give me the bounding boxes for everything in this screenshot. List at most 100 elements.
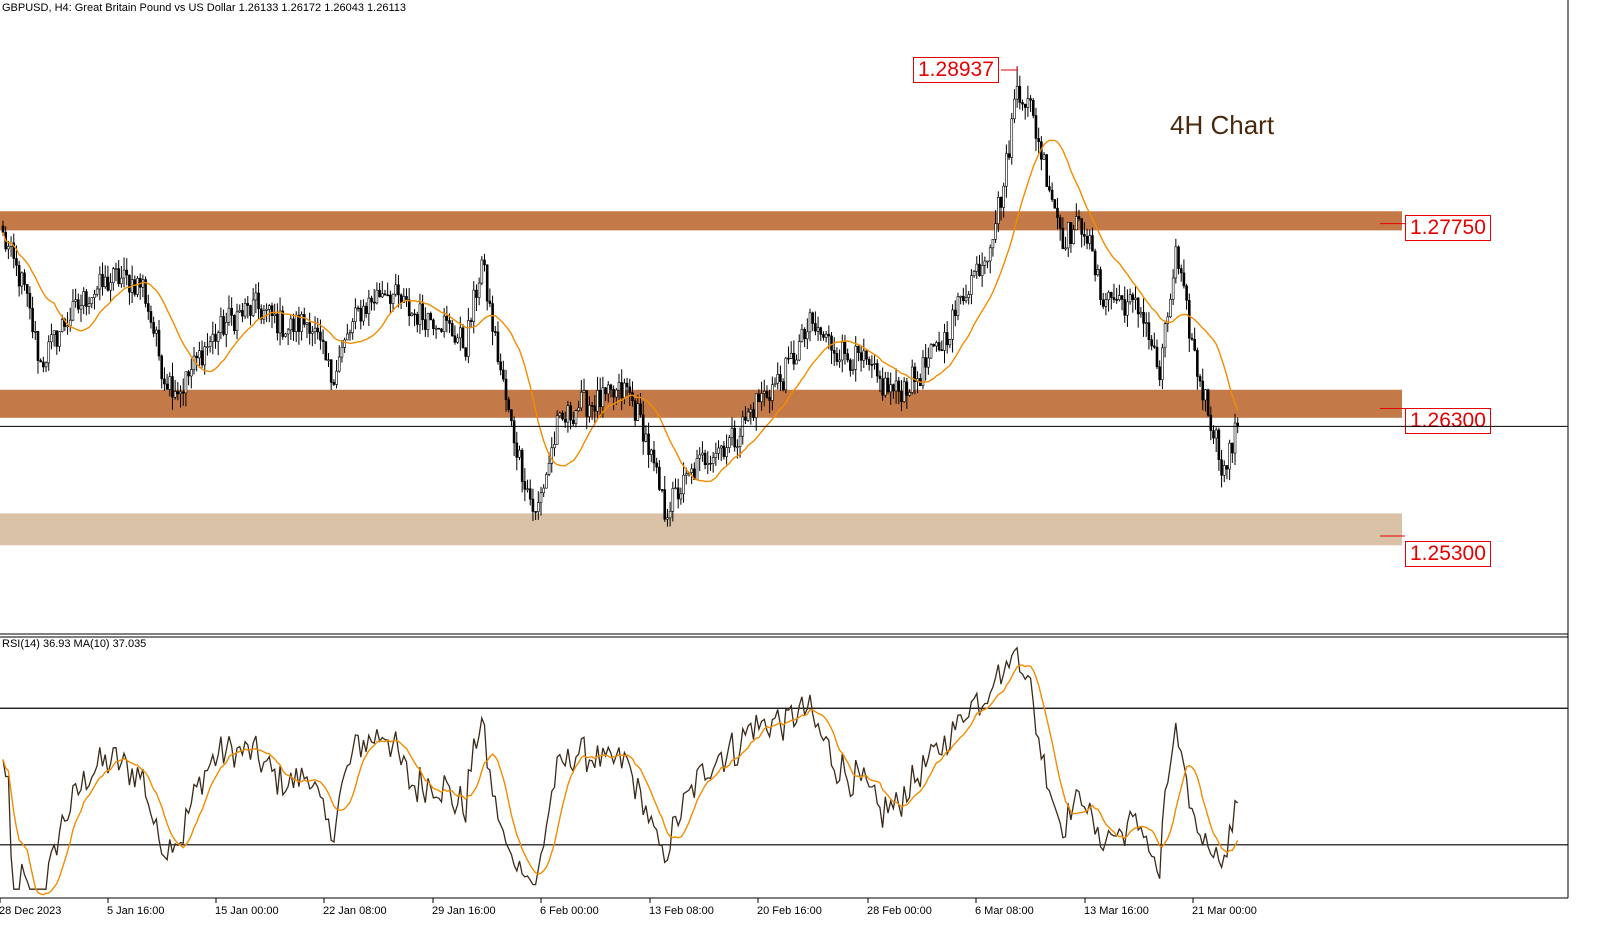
candle bbox=[733, 420, 736, 452]
candle bbox=[507, 396, 511, 413]
candle bbox=[994, 210, 997, 244]
candle bbox=[620, 369, 624, 411]
candle bbox=[875, 359, 879, 383]
candle bbox=[458, 316, 462, 351]
candle bbox=[155, 326, 158, 347]
candle bbox=[1128, 288, 1132, 305]
candle bbox=[1155, 339, 1159, 370]
candle bbox=[730, 417, 734, 446]
candle bbox=[136, 276, 139, 298]
candle bbox=[1212, 425, 1215, 445]
candle bbox=[808, 308, 812, 342]
candle bbox=[789, 341, 793, 359]
candle bbox=[222, 309, 225, 337]
candle bbox=[456, 333, 459, 344]
candle bbox=[518, 445, 521, 461]
candle bbox=[254, 283, 258, 314]
candle bbox=[1115, 287, 1118, 304]
candle bbox=[383, 289, 387, 296]
candle bbox=[23, 269, 26, 291]
candle bbox=[413, 309, 416, 327]
candle bbox=[504, 369, 508, 412]
candle bbox=[644, 425, 648, 443]
candle bbox=[717, 440, 720, 460]
candle bbox=[219, 307, 223, 340]
candle bbox=[1136, 296, 1140, 328]
candle bbox=[1018, 75, 1022, 110]
candle bbox=[85, 288, 88, 316]
candle bbox=[631, 381, 634, 407]
candle bbox=[800, 324, 804, 343]
candle bbox=[843, 334, 847, 365]
candle bbox=[356, 305, 360, 312]
candle bbox=[321, 329, 325, 355]
candle bbox=[679, 487, 683, 505]
candle bbox=[90, 297, 94, 309]
candle bbox=[1182, 259, 1186, 289]
candle bbox=[625, 377, 629, 396]
candle bbox=[251, 288, 255, 318]
candle bbox=[200, 340, 204, 368]
candle bbox=[515, 431, 519, 471]
candle bbox=[367, 289, 371, 327]
candle bbox=[343, 337, 346, 353]
candle bbox=[865, 349, 868, 365]
candle bbox=[1198, 373, 1202, 387]
candle bbox=[714, 442, 718, 466]
candle bbox=[133, 275, 137, 297]
candle bbox=[1042, 152, 1046, 160]
candle bbox=[727, 434, 731, 453]
moving-average-line bbox=[2, 139, 1239, 483]
candle bbox=[351, 318, 355, 340]
candle bbox=[95, 285, 99, 297]
candle bbox=[531, 488, 535, 522]
candle bbox=[109, 273, 112, 302]
x-tick-label: 13 Feb 08:00 bbox=[649, 905, 714, 917]
candle bbox=[464, 347, 467, 361]
candlesticks bbox=[1, 66, 1240, 527]
candle bbox=[1120, 295, 1124, 311]
candle bbox=[402, 288, 406, 303]
candle bbox=[410, 311, 414, 317]
candle bbox=[1179, 264, 1183, 282]
x-tick-label: 29 Jan 16:00 bbox=[432, 905, 496, 917]
candle bbox=[945, 321, 949, 354]
x-tick-label: 22 Jan 08:00 bbox=[323, 905, 387, 917]
candle bbox=[249, 304, 252, 326]
candle bbox=[316, 317, 320, 340]
candle bbox=[55, 330, 59, 355]
x-tick-label: 6 Feb 00:00 bbox=[540, 905, 599, 917]
candle bbox=[830, 331, 833, 364]
candle bbox=[1204, 388, 1207, 412]
candle bbox=[862, 338, 866, 369]
candle bbox=[467, 307, 470, 364]
candle bbox=[510, 409, 513, 428]
candle bbox=[284, 332, 287, 338]
candle bbox=[208, 336, 212, 353]
candle bbox=[1064, 236, 1067, 251]
candle bbox=[970, 269, 973, 305]
candle bbox=[238, 304, 242, 314]
candle bbox=[1101, 292, 1105, 310]
candle bbox=[555, 410, 559, 445]
candle bbox=[698, 447, 702, 472]
candle bbox=[580, 379, 583, 412]
candle bbox=[1196, 347, 1199, 390]
candle bbox=[1037, 127, 1040, 154]
candle bbox=[964, 284, 968, 304]
candle bbox=[935, 340, 938, 352]
candle bbox=[1099, 266, 1102, 306]
candle bbox=[1201, 368, 1205, 411]
candle bbox=[313, 316, 317, 345]
candle bbox=[216, 330, 220, 356]
candle bbox=[1091, 227, 1094, 252]
candle bbox=[523, 468, 527, 502]
candle bbox=[840, 334, 844, 373]
candle bbox=[986, 260, 989, 269]
candle bbox=[241, 302, 244, 323]
candle bbox=[273, 303, 276, 324]
candle bbox=[160, 354, 164, 389]
candle bbox=[114, 262, 118, 282]
candle bbox=[246, 295, 250, 319]
